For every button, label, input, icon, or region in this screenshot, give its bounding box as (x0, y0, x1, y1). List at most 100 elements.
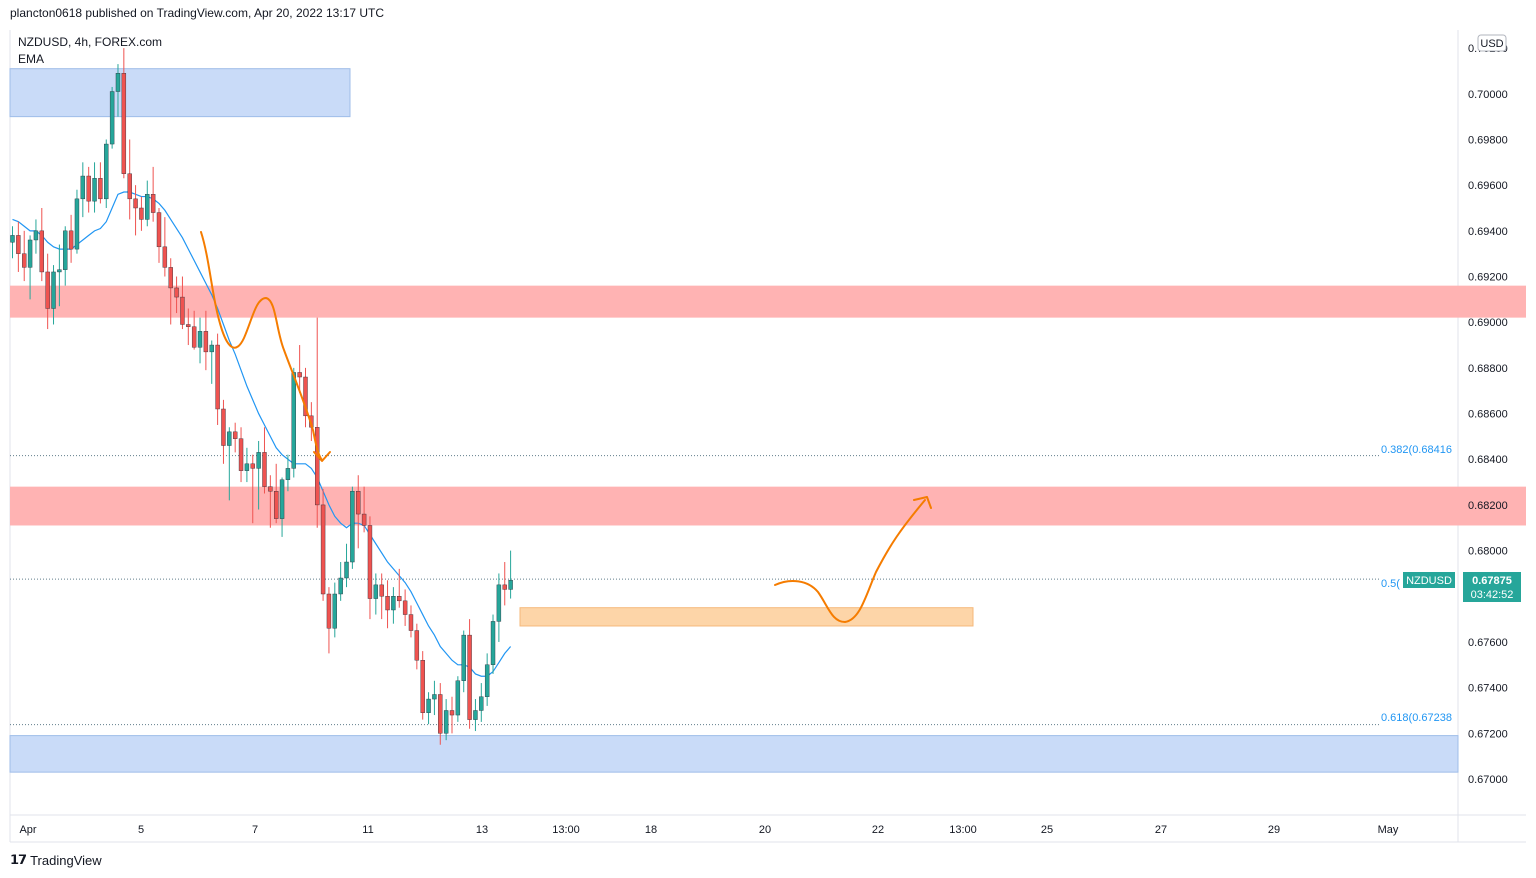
symbol-price-tag-text: NZDUSD (1406, 575, 1452, 587)
candle-body (274, 491, 279, 519)
candle-body (256, 452, 261, 469)
price-tick-label: 0.67400 (1468, 683, 1508, 695)
candle-body (27, 239, 33, 268)
candle-body (373, 584, 379, 599)
time-tick-label: 25 (1041, 824, 1053, 836)
candle-body (338, 577, 343, 595)
candle-body (484, 664, 490, 697)
candle-body (92, 178, 97, 202)
candle-body (508, 580, 513, 590)
candle-body (174, 287, 179, 298)
candle-body (332, 593, 337, 629)
arrow-head-1 (313, 451, 331, 462)
zone-demand-3 (9, 735, 1459, 773)
candle-body (502, 584, 507, 590)
price-tick-label: 0.70000 (1468, 89, 1508, 101)
candle-body (443, 710, 449, 734)
candle-body (162, 246, 168, 268)
time-tick-label: 13:00 (949, 824, 977, 836)
fib-label-5: 0.5( (1381, 578, 1400, 590)
candle-body (39, 230, 44, 273)
candles-layer (10, 48, 513, 745)
candle-body (320, 504, 326, 595)
ema-line (12, 191, 512, 677)
currency-badge-box[interactable] (1477, 34, 1507, 52)
candle-body (203, 331, 209, 353)
candle-body (63, 230, 68, 270)
candle-body (232, 431, 238, 439)
candle-body (244, 463, 250, 471)
tradingview-logo-icon: 𝟭𝟳 (10, 852, 27, 867)
price-tick-label: 0.68800 (1468, 363, 1508, 375)
candle-body (356, 491, 361, 515)
price-axis[interactable]: 0.70000 0.69800 0.69600 0.69400 0.69200 0.690… (1468, 43, 1508, 786)
candle-body (402, 600, 408, 615)
candle-body (361, 513, 367, 526)
candle-body (397, 596, 402, 602)
candle-body (215, 344, 220, 410)
candle-body (80, 175, 86, 200)
price-tick-label: 0.67600 (1468, 637, 1508, 649)
candle-body (250, 463, 255, 469)
arrow-head-2 (913, 496, 932, 509)
candle-body (22, 253, 27, 268)
candle-body (168, 267, 173, 289)
price-tick-label: 0.68400 (1468, 454, 1508, 466)
time-tick-label: May (1378, 824, 1399, 836)
zone-supply-0 (10, 285, 1526, 318)
candle-body (104, 143, 109, 200)
candle-body (467, 634, 472, 720)
price-tick-label: 0.68200 (1468, 500, 1508, 512)
candle-body (326, 593, 332, 629)
time-tick-label: Apr (19, 824, 36, 836)
price-tick-label: 0.67200 (1468, 728, 1508, 740)
time-tick-label: 13:00 (552, 824, 580, 836)
fibonacci-layer (10, 455, 1380, 726)
candle-body (496, 584, 502, 622)
candle-body (285, 468, 291, 480)
time-tick-label: 5 (138, 824, 144, 836)
candle-body (461, 634, 466, 681)
drawn-path-2 (774, 499, 926, 623)
candle-body (86, 175, 91, 202)
candle-body (115, 73, 121, 92)
price-tick-label: 0.69600 (1468, 180, 1508, 192)
zone-demand-2 (9, 68, 351, 118)
candle-body (227, 431, 232, 446)
price-tick-label: 0.68600 (1468, 409, 1508, 421)
candle-body (16, 235, 21, 254)
candle-body (191, 326, 197, 348)
time-tick-label: 11 (362, 824, 373, 836)
candle-body (414, 630, 420, 661)
candle-body (303, 376, 308, 417)
candle-body (45, 271, 50, 309)
candle-body (127, 173, 132, 200)
fib-label-618: 0.618(0.67238 (1381, 712, 1452, 724)
candle-body (438, 694, 443, 734)
candle-body (473, 710, 478, 720)
price-tick-label: 0.67000 (1468, 774, 1508, 786)
candle-body (139, 207, 144, 220)
price-tick-label: 0.69000 (1468, 317, 1508, 329)
time-tick-label: 27 (1155, 824, 1167, 836)
candle-body (490, 621, 496, 665)
price-tick-label: 0.69200 (1468, 272, 1508, 284)
time-tick-label: 29 (1268, 824, 1280, 836)
bar-countdown: 03:42:52 (1471, 589, 1514, 601)
time-tick-label: 18 (645, 824, 657, 836)
candle-body (133, 198, 138, 209)
last-price: 0.67875 (1472, 575, 1512, 587)
candle-body (420, 660, 425, 713)
footer-branding: 𝟭𝟳 TradingView (10, 852, 102, 868)
chart-symbol-title: NZDUSD, 4h, FOREX.com (18, 35, 162, 49)
time-tick-label: 13 (476, 824, 488, 836)
candle-body (426, 698, 431, 713)
candle-body (297, 372, 302, 378)
drawing-arrows (200, 231, 932, 623)
candle-body (367, 525, 373, 599)
zone-supply-1 (10, 486, 1526, 526)
time-axis[interactable]: Apr 5 7 11 13 13:00 18 20 22 13:00 25 27 29 May (19, 824, 1398, 836)
candle-body (315, 427, 320, 506)
candle-body (98, 178, 103, 200)
